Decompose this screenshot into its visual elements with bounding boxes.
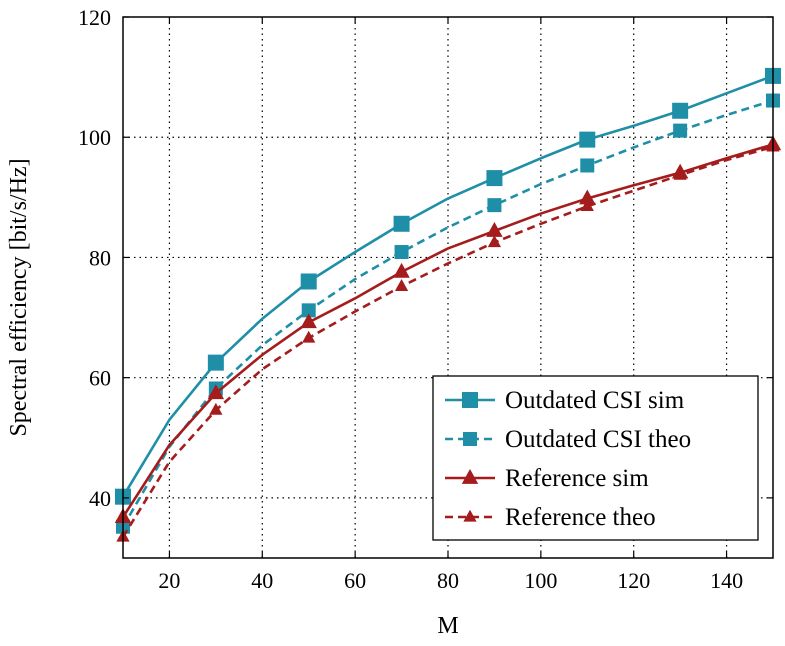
series-point (207, 354, 224, 371)
x-tick-label: 140 (710, 568, 743, 593)
series-reference-theo (116, 139, 780, 542)
x-tick-label: 20 (158, 568, 180, 593)
legend-label-3: Reference theo (505, 504, 656, 531)
x-axis-label: M (437, 613, 458, 639)
legend-marker-3 (463, 509, 477, 522)
legend-marker-0 (462, 392, 478, 408)
x-tick-label: 80 (437, 568, 459, 593)
series-point (302, 330, 316, 343)
legend-marker-2 (461, 468, 479, 484)
series-outdated-csi-sim (115, 67, 781, 505)
series-line (121, 99, 774, 528)
legend-label-1: Outdated CSI theo (505, 426, 691, 453)
ticks-layer: 20 40 60 80 100 120 140 40 60 80 100 120 (78, 5, 773, 593)
x-tick-label: 40 (251, 568, 273, 593)
series-point (672, 102, 689, 119)
series-point (394, 245, 409, 260)
series-point (486, 170, 503, 187)
x-tick-label: 120 (617, 568, 650, 593)
y-tick-label: 40 (89, 486, 111, 511)
series-point (487, 235, 502, 248)
legend-label-2: Reference sim (505, 465, 649, 492)
legend: Outdated CSI sim Outdated CSI theo Referen… (432, 375, 759, 541)
series-point (580, 158, 595, 173)
x-tick-label: 100 (524, 568, 557, 593)
series-layer (114, 67, 782, 542)
series-point (209, 402, 223, 415)
series-point (393, 262, 410, 278)
series-point (673, 123, 688, 138)
legend-label-0: Outdated CSI sim (505, 387, 685, 414)
series-line (121, 145, 774, 538)
y-tick-label: 100 (78, 125, 111, 150)
y-axis-label: Spectral efficiency [bit/s/Hz] (6, 158, 32, 436)
y-tick-label: 120 (78, 5, 111, 30)
series-point (300, 313, 317, 329)
series-point (673, 167, 687, 180)
legend-box (432, 375, 759, 541)
series-line (121, 143, 774, 518)
series-point (487, 198, 502, 213)
y-tick-label: 60 (89, 366, 111, 391)
series-point (300, 273, 317, 290)
series-point (393, 215, 410, 232)
y-tick-label: 80 (89, 245, 111, 270)
series-point (207, 384, 225, 400)
legend-marker-1 (463, 432, 477, 446)
series-point (394, 278, 409, 291)
x-tick-label: 60 (344, 568, 366, 593)
series-point (579, 131, 596, 148)
series-point (580, 199, 594, 212)
series-line (121, 74, 774, 498)
